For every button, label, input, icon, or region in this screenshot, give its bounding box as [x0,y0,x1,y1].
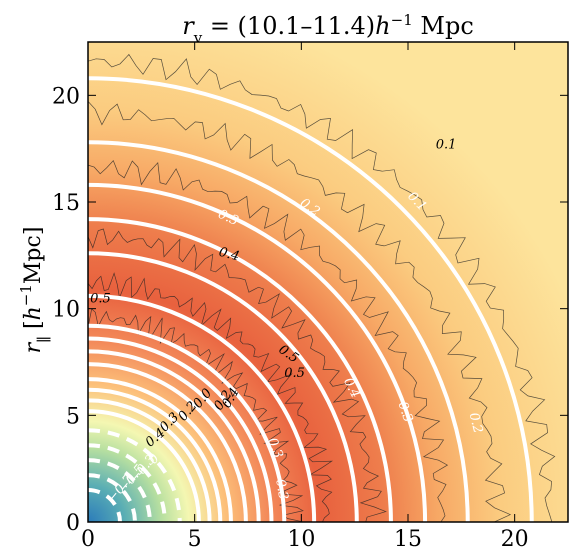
white-solid-contour-7 [88,336,274,522]
ylabel-r: r [21,341,46,353]
y-tick-label-2: 10 [52,298,80,323]
y-tick-label-1: 5 [66,404,80,429]
title-unit: Mpc [413,12,474,40]
dark-contour-3 [88,228,387,522]
plot-frame [87,41,569,523]
dark-contour-label-1: 0.4 [217,245,241,265]
y-tick-label-3: 15 [52,191,80,216]
y-tick-label-4: 20 [52,84,80,109]
heatmap-background [88,42,568,522]
axis-ticks: 0 5 10 15 20 0 5 10 15 20 [52,42,568,552]
chart-title: rv = (10.1–11.4)h−1 Mpc [182,11,474,47]
y-axis-label: r∥ [h−1Mpc] [17,227,53,354]
dark-contour-1 [88,101,512,522]
white-solid-contour-4 [88,251,359,522]
white-solid-contour-5 [88,293,317,522]
white-solid-contour-10 [88,377,233,522]
x-tick-label-2: 10 [287,527,315,552]
white-dashed-contour-2 [88,458,152,522]
white-solid-contour-3 [88,217,393,522]
title-h: h [375,12,390,40]
y-tick-label-0: 0 [66,511,80,536]
ylabel-sup: −1 [17,284,35,306]
white-contour-label-8: 0.3 [272,478,290,501]
svg-text:r∥ [h−1Mpc]: r∥ [h−1Mpc] [17,227,53,354]
white-solid-contour-11 [88,387,223,522]
white-dashed-contour-0 [88,428,182,522]
white-dashed-contour-4 [88,488,122,522]
x-tick-label-1: 5 [188,527,202,552]
white-dashed-contour-1 [88,443,167,522]
white-contour-label-3: 0.3 [394,400,415,424]
x-tick-label-4: 20 [501,527,529,552]
dark-contour-2 [88,159,449,522]
white-solid-contour-1 [88,140,470,522]
white-solid-contour-13 [88,409,201,522]
white-dashed-contours [88,428,182,522]
white-solid-contour-2 [88,182,428,522]
dark-contour-4 [88,272,334,522]
dark-contour-label-0: 0.1 [436,138,457,153]
ylabel-h: h [21,306,46,320]
white-solid-contour-9 [88,362,248,522]
white-contour-label-7: 0.3 [264,436,286,461]
dark-contour-0 [88,53,556,522]
white-contour-label-1: 0.2 [466,411,486,435]
white-solid-contours [88,76,534,522]
x-tick-label-3: 15 [394,527,422,552]
title-r: r [182,12,195,40]
title-sub: v [193,29,203,47]
white-solid-contour-0 [88,76,534,522]
dark-contour-label-4: 0.5 [284,366,305,381]
ylabel-bracket: [ [21,320,46,336]
ylabel-unit: Mpc] [21,227,46,285]
white-solid-contour-12 [88,398,212,522]
title-sup: −1 [391,11,413,29]
white-solid-contour-8 [88,349,261,522]
title-range: = (10.1–11.4) [202,12,375,40]
white-dashed-contour-3 [88,473,137,522]
ylabel-sub: ∥ [35,336,53,343]
svg-text:rv = (10.1–11.4)h−1 Mpc: rv = (10.1–11.4)h−1 Mpc [182,11,474,47]
dark-contour-label-2: 0.5 [90,291,111,306]
x-tick-label-0: 0 [81,527,95,552]
white-solid-contour-6 [88,323,287,522]
